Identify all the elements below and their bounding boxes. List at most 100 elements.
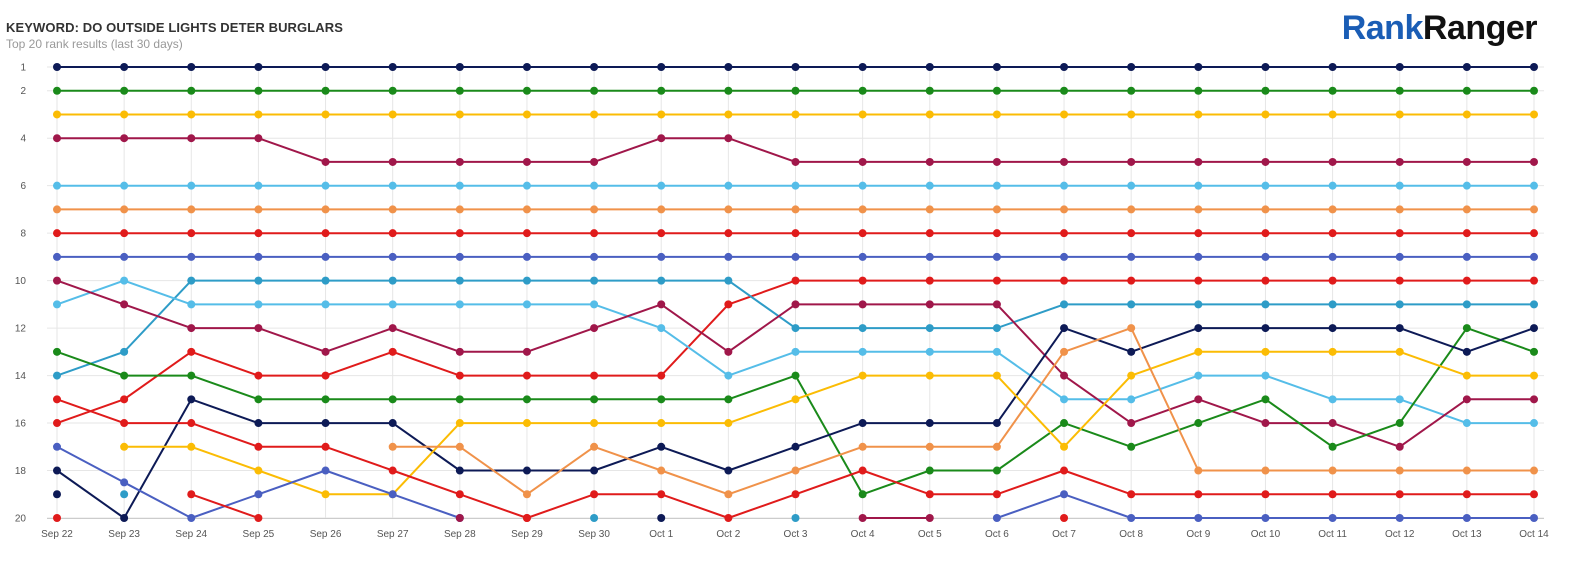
data-point	[992, 252, 1001, 261]
data-point	[724, 181, 733, 190]
data-point	[1395, 419, 1404, 428]
data-point	[925, 229, 934, 238]
data-point	[1194, 205, 1203, 214]
data-point	[388, 63, 397, 71]
data-point	[1261, 419, 1270, 428]
data-point	[724, 86, 733, 95]
data-point	[1395, 514, 1404, 522]
data-point	[53, 300, 61, 309]
x-tick-label: Oct 11	[1318, 529, 1347, 540]
data-point	[657, 276, 666, 285]
data-point	[187, 110, 196, 119]
x-tick-label: Sep 27	[377, 529, 409, 540]
data-point	[1328, 300, 1337, 309]
data-point	[1060, 371, 1069, 380]
data-point	[1261, 514, 1270, 522]
data-point	[522, 300, 531, 309]
data-point	[388, 395, 397, 404]
y-tick-label: 20	[15, 514, 27, 525]
data-point	[1530, 395, 1538, 404]
x-tick-label: Oct 3	[784, 529, 808, 540]
data-point	[321, 157, 330, 166]
x-tick-label: Sep 30	[578, 529, 610, 540]
data-point	[992, 442, 1001, 451]
data-point	[1530, 466, 1538, 475]
data-point	[321, 419, 330, 428]
x-tick-label: Oct 14	[1519, 529, 1549, 540]
data-point	[1127, 300, 1136, 309]
data-point	[187, 347, 196, 356]
data-point	[1328, 229, 1337, 238]
data-point	[1328, 466, 1337, 475]
data-point	[1194, 419, 1203, 428]
data-point	[53, 466, 61, 475]
data-point	[590, 157, 599, 166]
data-point	[388, 86, 397, 95]
data-point	[321, 300, 330, 309]
data-point	[992, 157, 1001, 166]
data-point	[1395, 276, 1404, 285]
data-point	[1530, 371, 1538, 380]
x-tick-label: Sep 29	[511, 529, 543, 540]
data-point	[1462, 181, 1471, 190]
x-tick-label: Sep 28	[444, 529, 476, 540]
data-point	[53, 229, 61, 238]
data-point	[522, 63, 531, 71]
data-point	[120, 252, 129, 261]
data-point	[254, 134, 263, 143]
data-point	[992, 466, 1001, 475]
data-point	[1328, 276, 1337, 285]
data-point	[455, 181, 464, 190]
data-point	[858, 157, 867, 166]
data-point	[1462, 466, 1471, 475]
data-point	[590, 205, 599, 214]
data-point	[590, 110, 599, 119]
data-point	[388, 347, 397, 356]
data-point	[455, 157, 464, 166]
data-point	[120, 514, 129, 522]
data-point	[590, 181, 599, 190]
chart-header: KEYWORD: DO OUTSIDE LIGHTS DETER BURGLAR…	[6, 20, 343, 51]
data-point	[1060, 466, 1069, 475]
data-point	[1194, 276, 1203, 285]
data-point	[1462, 229, 1471, 238]
data-point	[724, 347, 733, 356]
data-point	[522, 347, 531, 356]
data-point	[858, 300, 867, 309]
data-point	[1194, 371, 1203, 380]
data-point	[1127, 252, 1136, 261]
data-point	[522, 419, 531, 428]
data-point	[858, 347, 867, 356]
data-point	[1261, 252, 1270, 261]
data-point	[791, 324, 800, 333]
data-point	[388, 252, 397, 261]
data-point	[724, 490, 733, 499]
data-point	[590, 252, 599, 261]
data-point	[455, 442, 464, 451]
data-point	[992, 419, 1001, 428]
data-point	[254, 229, 263, 238]
data-point	[1395, 63, 1404, 71]
data-point	[657, 371, 666, 380]
data-point	[522, 157, 531, 166]
data-point	[1530, 419, 1538, 428]
data-point	[321, 205, 330, 214]
data-point	[321, 466, 330, 475]
data-point	[858, 514, 867, 522]
data-point	[590, 371, 599, 380]
data-point	[522, 395, 531, 404]
data-point	[858, 466, 867, 475]
data-point	[455, 110, 464, 119]
data-point	[1328, 514, 1337, 522]
data-point	[254, 395, 263, 404]
data-point	[254, 442, 263, 451]
data-point	[1127, 157, 1136, 166]
data-point	[1462, 252, 1471, 261]
data-point	[254, 419, 263, 428]
data-point	[724, 276, 733, 285]
data-point	[590, 395, 599, 404]
data-point	[388, 157, 397, 166]
data-point	[254, 514, 263, 522]
data-point	[791, 466, 800, 475]
